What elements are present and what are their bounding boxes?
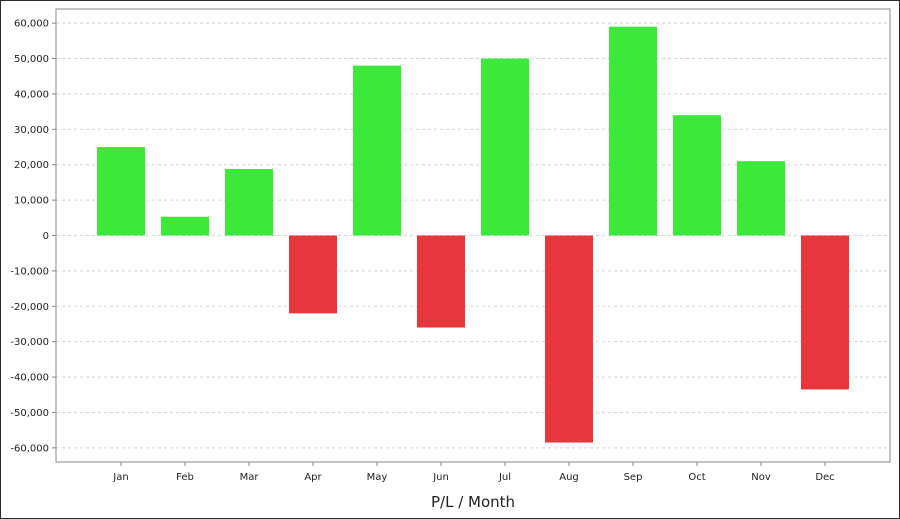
x-tick-label: Jan xyxy=(112,472,128,483)
x-axis-label: P/L / Month xyxy=(431,493,515,511)
bar-may xyxy=(353,65,401,236)
x-tick-label: Dec xyxy=(815,472,834,483)
x-tick-label: Oct xyxy=(688,472,705,483)
y-axis-ticks: 60,000 50,000 40,000 30,000 20,000 10,000 0 -10… xyxy=(10,19,56,454)
x-tick-label: Nov xyxy=(751,472,771,483)
bar-jun xyxy=(417,235,465,328)
bars xyxy=(97,26,849,443)
y-tick-label: -20,000 xyxy=(10,302,49,313)
plot-area-border xyxy=(55,8,891,463)
bar-mar xyxy=(225,168,273,236)
y-tick-label: -10,000 xyxy=(10,266,49,277)
bar-aug xyxy=(545,235,593,443)
y-tick-label: 40,000 xyxy=(14,89,49,100)
x-tick-label: May xyxy=(367,472,388,483)
x-tick-label: Jul xyxy=(498,472,511,483)
x-axis-ticks: Jan Feb Mar Apr May Jun Jul Aug Sep Oct Nov Dec xyxy=(112,462,835,483)
y-tick-label: 50,000 xyxy=(14,54,49,65)
y-tick-label: -50,000 xyxy=(10,408,49,419)
bar-apr xyxy=(289,235,337,314)
bar-oct xyxy=(673,115,721,236)
y-tick-label: 60,000 xyxy=(14,19,49,30)
bar-nov xyxy=(737,161,785,236)
y-tick-label: -30,000 xyxy=(10,337,49,348)
bar-feb xyxy=(161,216,209,236)
x-tick-label: Apr xyxy=(304,472,322,483)
x-tick-label: Feb xyxy=(176,472,194,483)
x-tick-label: Jun xyxy=(432,472,449,483)
x-tick-label: Mar xyxy=(240,472,260,483)
y-tick-label: 30,000 xyxy=(14,125,49,136)
x-tick-label: Aug xyxy=(559,472,579,483)
bar-dec xyxy=(801,235,849,390)
bar-jul xyxy=(481,58,529,236)
y-tick-label: 10,000 xyxy=(14,196,49,207)
y-tick-label: 0 xyxy=(43,231,49,242)
y-tick-label: -60,000 xyxy=(10,443,49,454)
x-tick-label: Sep xyxy=(624,472,643,483)
bar-sep xyxy=(609,26,657,236)
y-tick-label: 20,000 xyxy=(14,160,49,171)
bar-jan xyxy=(97,147,145,236)
y-tick-label: -40,000 xyxy=(10,373,49,384)
